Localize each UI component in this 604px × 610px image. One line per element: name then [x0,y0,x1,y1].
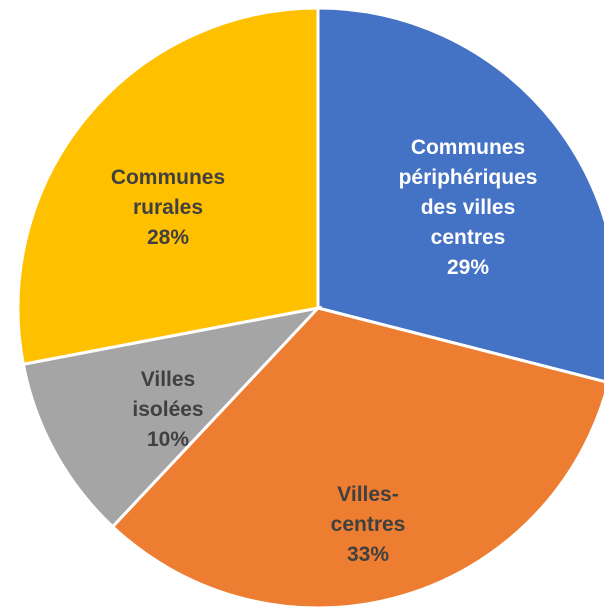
slice-label: Communes périphériques des villes centre… [381,133,556,283]
category-name: Communes périphériques des villes centre… [398,136,538,249]
slice [316,6,604,383]
category-name: Villes isolées [132,368,204,421]
slice-label: Communes rurales 28% [88,163,248,253]
category-name: Communes rurales [110,166,226,219]
slice [21,305,323,529]
percent-label: 29% [446,256,490,279]
slice [110,306,604,610]
slice-label: Villes-centres 33% [313,480,423,570]
percent-label: 28% [146,226,190,249]
category-name: Villes-centres [330,483,406,536]
percent-label: 10% [146,428,190,451]
slice-label: Villes isolées 10% [121,365,216,455]
slice [16,6,320,366]
percent-label: 33% [346,543,390,566]
